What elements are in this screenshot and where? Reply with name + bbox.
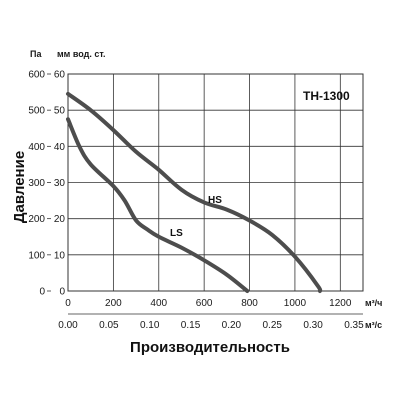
y-tick-mm: 60 bbox=[54, 70, 66, 81]
y-tick-pa: 200 bbox=[28, 214, 45, 225]
y-tick-mm: 20 bbox=[54, 214, 66, 225]
y-unit-pa: Па bbox=[30, 49, 42, 59]
x-ticks-m3h: 0 200 400 600 800 1000 1200 bbox=[65, 298, 363, 315]
x-tick-m3s: 0.20 bbox=[222, 320, 242, 331]
x-tick-m3s: 0.35 bbox=[344, 320, 364, 331]
x-tick-m3s: 0.30 bbox=[303, 320, 323, 331]
y-tick-pa: 400 bbox=[28, 142, 45, 153]
x-tick-m3s: 0.15 bbox=[181, 320, 201, 331]
y-tick-pa: 100 bbox=[28, 250, 45, 261]
x-tick-m3h: 1200 bbox=[329, 298, 352, 309]
y-tick-mm: 50 bbox=[54, 106, 66, 117]
x-tick-m3h: 800 bbox=[241, 298, 258, 309]
x-tick-m3h: 0 bbox=[65, 298, 71, 309]
y-tick-mm: 0 bbox=[59, 287, 65, 298]
chart-title: TH-1300 bbox=[303, 89, 350, 103]
y-tick-mm: 40 bbox=[54, 142, 66, 153]
x-tick-m3h: 1000 bbox=[284, 298, 307, 309]
x-ticks-m3s: 0.00 0.05 0.10 0.15 0.20 0.25 0.30 0.35 bbox=[58, 320, 364, 331]
series-label-hs: HS bbox=[208, 195, 222, 206]
y-tick-mm: 10 bbox=[54, 250, 66, 261]
x-axis-title: Производительность bbox=[130, 339, 290, 356]
x-tick-m3s: 0.25 bbox=[262, 320, 282, 331]
x-unit-m3h: м³/ч bbox=[365, 298, 382, 308]
y-tick-pa: 0 bbox=[39, 287, 45, 298]
y-unit-mm: мм вод. ст. bbox=[57, 49, 105, 59]
x-unit-m3s: м³/с bbox=[365, 320, 382, 330]
series-line-ls bbox=[66, 117, 250, 293]
y-axis-title: Давление bbox=[11, 151, 28, 223]
series-line-hs bbox=[66, 91, 323, 293]
series-label-ls: LS bbox=[170, 228, 183, 239]
y-ticks-pa: 0 100 200 300 400 500 600 bbox=[28, 70, 51, 298]
y-ticks-mm: 0 10 20 30 40 50 60 bbox=[54, 70, 66, 298]
y-tick-pa: 600 bbox=[28, 70, 45, 81]
x-tick-m3s: 0.05 bbox=[99, 320, 119, 331]
x-tick-m3s: 0.10 bbox=[140, 320, 160, 331]
y-tick-mm: 30 bbox=[54, 178, 66, 189]
x-tick-m3s: 0.00 bbox=[58, 320, 78, 331]
x-tick-m3h: 200 bbox=[105, 298, 122, 309]
x-tick-m3h: 400 bbox=[150, 298, 167, 309]
y-tick-pa: 300 bbox=[28, 178, 45, 189]
x-tick-m3h: 600 bbox=[196, 298, 213, 309]
curves bbox=[66, 91, 323, 293]
y-tick-pa: 500 bbox=[28, 106, 45, 117]
